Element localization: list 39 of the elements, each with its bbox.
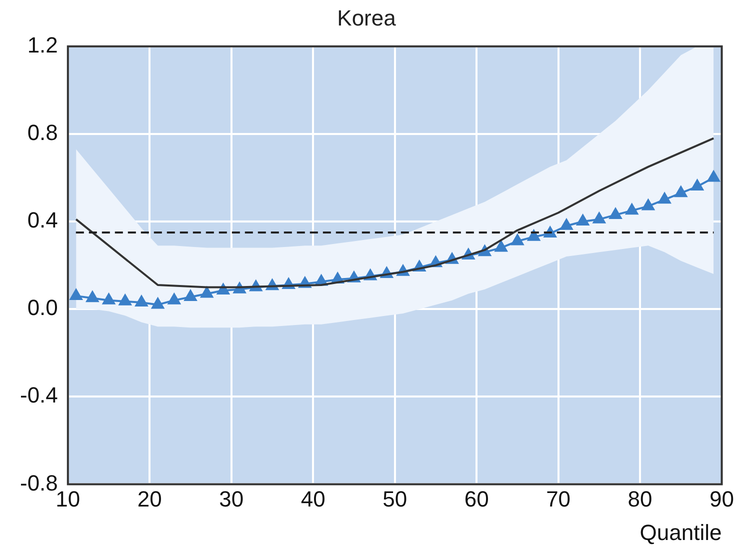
x-tick-label: 40 bbox=[300, 486, 326, 512]
x-tick-label: 50 bbox=[382, 486, 408, 512]
point bbox=[674, 186, 688, 198]
point bbox=[494, 240, 508, 252]
x-axis-title: Quantile bbox=[640, 520, 722, 545]
point bbox=[609, 208, 622, 219]
y-tick-label: -0.8 bbox=[20, 470, 58, 496]
point bbox=[658, 192, 671, 204]
x-tick-label: 90 bbox=[710, 486, 734, 512]
point bbox=[511, 234, 524, 246]
point bbox=[626, 204, 638, 215]
point bbox=[691, 179, 704, 190]
y-tick-label: -0.4 bbox=[20, 382, 58, 408]
x-tick-label: 20 bbox=[137, 486, 162, 512]
point bbox=[592, 212, 606, 224]
point bbox=[86, 291, 99, 302]
x-tick-label: 60 bbox=[464, 486, 489, 512]
y-tick-label: 0.8 bbox=[27, 120, 58, 146]
point bbox=[152, 298, 164, 309]
point bbox=[642, 199, 654, 210]
point bbox=[70, 288, 82, 300]
y-tick-label: 0.4 bbox=[27, 208, 58, 233]
point bbox=[135, 296, 148, 307]
point bbox=[200, 286, 214, 298]
x-tick-label: 70 bbox=[546, 486, 571, 512]
point bbox=[168, 293, 180, 304]
point bbox=[118, 294, 132, 306]
chart-title: Korea bbox=[337, 5, 397, 30]
point bbox=[707, 170, 720, 182]
point bbox=[560, 218, 573, 230]
x-tick-label: 80 bbox=[628, 486, 652, 512]
x-tick-label: 30 bbox=[219, 486, 244, 512]
y-tick-label: 0.0 bbox=[27, 295, 58, 320]
y-tick-label: 1.2 bbox=[27, 32, 58, 58]
point bbox=[528, 230, 540, 241]
point bbox=[102, 293, 115, 304]
point bbox=[184, 290, 197, 302]
x-tick-label: 10 bbox=[56, 486, 80, 512]
point bbox=[576, 214, 590, 226]
